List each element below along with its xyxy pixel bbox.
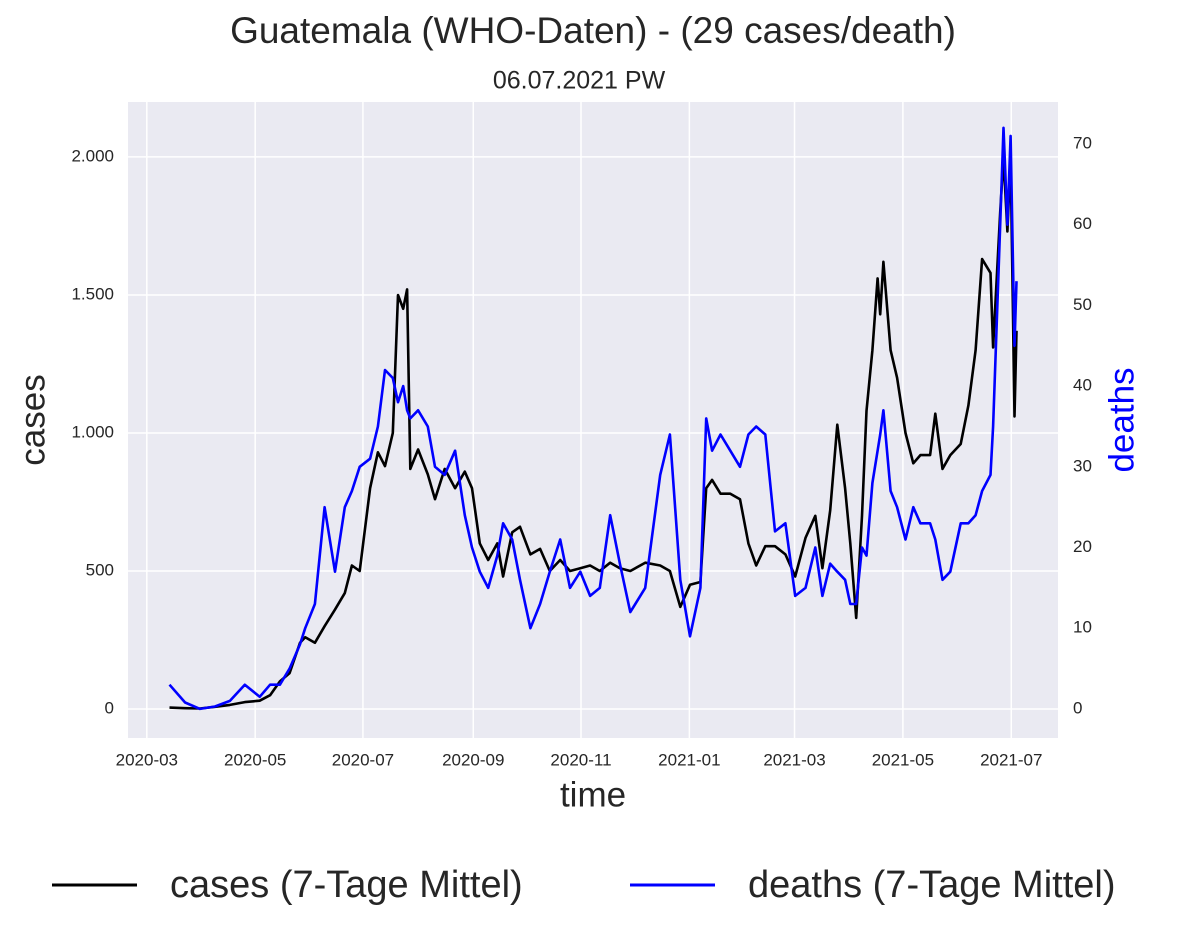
- x-tick-label: 2020-05: [224, 750, 286, 769]
- y2-tick-label: 0: [1073, 698, 1082, 717]
- chart-title: Guatemala (WHO-Daten) - (29 cases/death): [230, 10, 956, 51]
- y2-axis-label: deaths: [1102, 367, 1141, 472]
- y2-tick-label: 30: [1073, 456, 1092, 475]
- x-tick-label: 2020-03: [116, 750, 178, 769]
- x-axis-label: time: [560, 775, 626, 814]
- y-tick-label: 0: [105, 699, 114, 718]
- legend-label: cases (7-Tage Mittel): [170, 864, 523, 906]
- x-tick-label: 2020-11: [550, 750, 611, 769]
- x-tick-label: 2021-05: [872, 750, 934, 769]
- x-tick-label: 2020-09: [442, 750, 504, 769]
- y2-tick-label: 40: [1073, 376, 1092, 395]
- x-tick-label: 2021-01: [658, 750, 720, 769]
- data-line: [168, 126, 1018, 711]
- y-tick-label: 500: [86, 560, 114, 579]
- y-tick-label: 1.500: [71, 284, 114, 303]
- plot-area: [128, 102, 1058, 738]
- y2-tick-label: 10: [1073, 618, 1092, 637]
- y-tick-label: 2.000: [71, 146, 114, 165]
- x-tick-label: 2021-07: [980, 750, 1042, 769]
- y2-tick-label: 20: [1073, 537, 1092, 556]
- x-tick-label: 2021-03: [763, 750, 825, 769]
- data-line: [169, 155, 1018, 710]
- x-tick-label: 2020-07: [332, 750, 394, 769]
- y-axis-label: cases: [13, 374, 52, 465]
- y-tick-label: 1.000: [71, 422, 114, 441]
- legend-label: deaths (7-Tage Mittel): [748, 864, 1116, 906]
- y2-tick-label: 50: [1073, 295, 1092, 314]
- chart-subtitle: 06.07.2021 PW: [493, 67, 666, 95]
- y2-tick-label: 70: [1073, 133, 1092, 152]
- y2-tick-label: 60: [1073, 214, 1092, 233]
